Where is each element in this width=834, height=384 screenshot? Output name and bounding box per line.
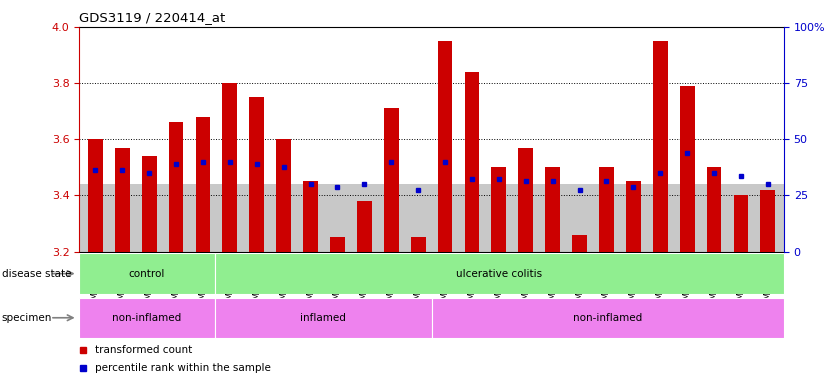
Text: disease state: disease state xyxy=(2,268,71,279)
Bar xyxy=(249,97,264,252)
Bar xyxy=(438,41,452,252)
Bar xyxy=(384,108,399,252)
Text: GDS3119 / 220414_at: GDS3119 / 220414_at xyxy=(79,11,225,24)
Bar xyxy=(491,167,506,252)
Bar xyxy=(734,195,748,252)
Bar xyxy=(168,122,183,252)
Bar xyxy=(432,298,784,338)
Bar xyxy=(79,184,784,252)
Bar xyxy=(223,83,237,252)
Text: ulcerative colitis: ulcerative colitis xyxy=(456,268,542,279)
Text: inflamed: inflamed xyxy=(300,313,346,323)
Bar xyxy=(706,167,721,252)
Text: non-inflamed: non-inflamed xyxy=(113,313,182,323)
Text: percentile rank within the sample: percentile rank within the sample xyxy=(95,362,270,373)
Bar xyxy=(115,147,129,252)
Bar xyxy=(572,235,587,252)
Text: specimen: specimen xyxy=(2,313,52,323)
Bar xyxy=(142,156,157,252)
Text: transformed count: transformed count xyxy=(95,345,192,356)
Bar xyxy=(79,253,214,294)
Bar xyxy=(195,117,210,252)
Bar xyxy=(465,72,480,252)
Bar xyxy=(411,237,425,252)
Bar xyxy=(214,298,432,338)
Bar xyxy=(357,201,372,252)
Bar xyxy=(599,167,614,252)
Bar xyxy=(330,237,344,252)
Text: non-inflamed: non-inflamed xyxy=(573,313,642,323)
Bar xyxy=(276,139,291,252)
Text: control: control xyxy=(128,268,165,279)
Bar xyxy=(214,253,784,294)
Bar xyxy=(519,147,533,252)
Bar xyxy=(761,190,776,252)
Bar xyxy=(303,181,318,252)
Bar xyxy=(680,86,695,252)
Bar xyxy=(88,139,103,252)
Bar xyxy=(545,167,560,252)
Bar xyxy=(79,298,214,338)
Bar xyxy=(653,41,668,252)
Bar xyxy=(626,181,641,252)
